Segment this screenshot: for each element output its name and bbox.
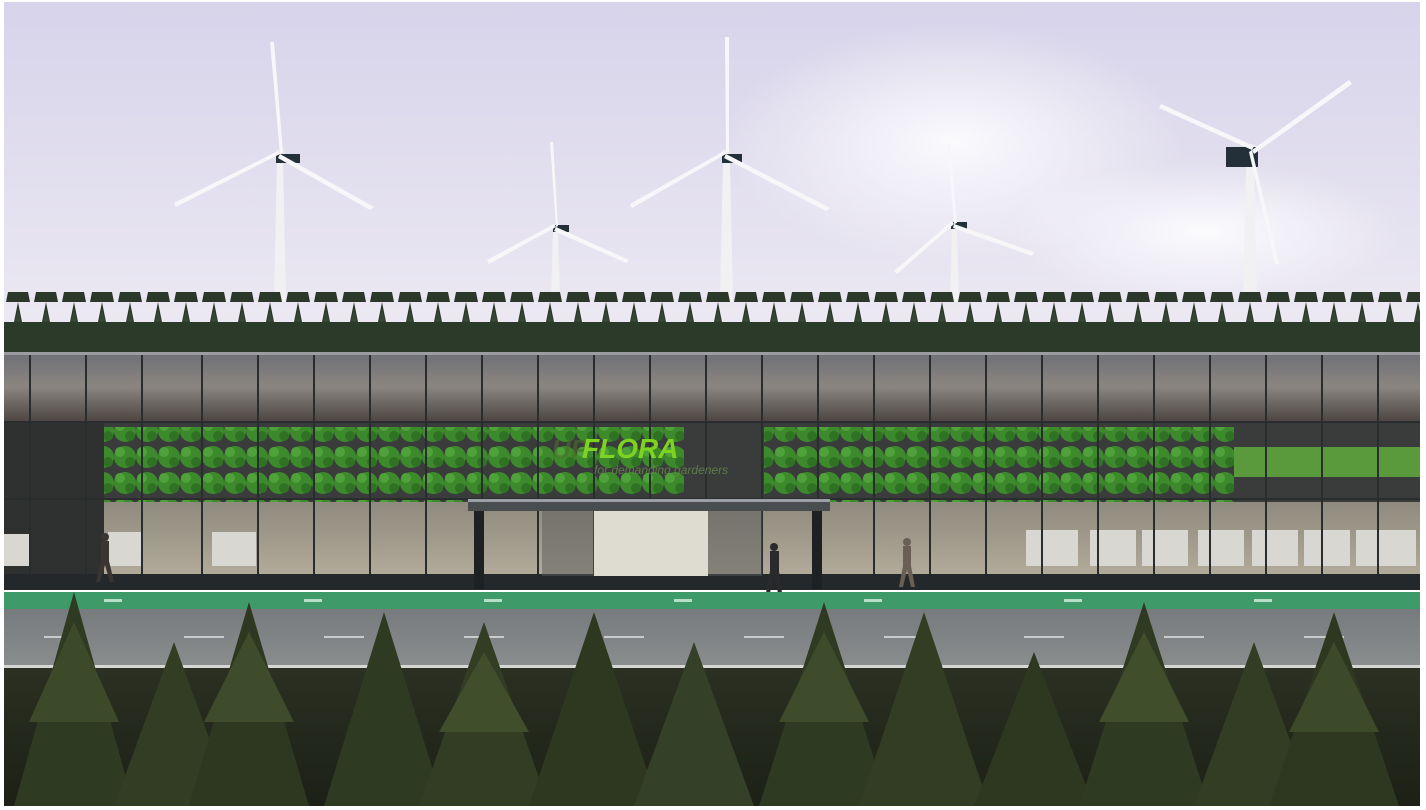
wind-turbine <box>1159 80 1352 302</box>
bike-lane <box>4 592 1420 609</box>
greenhouse-logo-prefix: UP <box>552 434 589 464</box>
pedestrian <box>899 538 915 587</box>
pedestrian <box>766 543 782 593</box>
foreground-conifers <box>14 592 1399 806</box>
wind-turbine <box>894 142 1034 302</box>
greenhouse-rendering: UP FLORA for demanding gardeners <box>4 2 1420 806</box>
greenhouse-logo: FLORA <box>582 433 678 464</box>
wind-turbine <box>630 37 830 302</box>
image-frame: UP FLORA for demanding gardeners <box>4 2 1420 806</box>
pedestrian <box>96 533 114 582</box>
wind-turbine <box>174 42 374 302</box>
road <box>4 609 1420 669</box>
cloud <box>1004 162 1404 302</box>
wind-turbine <box>487 142 629 302</box>
bus-shelter <box>468 499 830 589</box>
greenhouse-tagline: for demanding gardeners <box>594 463 728 477</box>
